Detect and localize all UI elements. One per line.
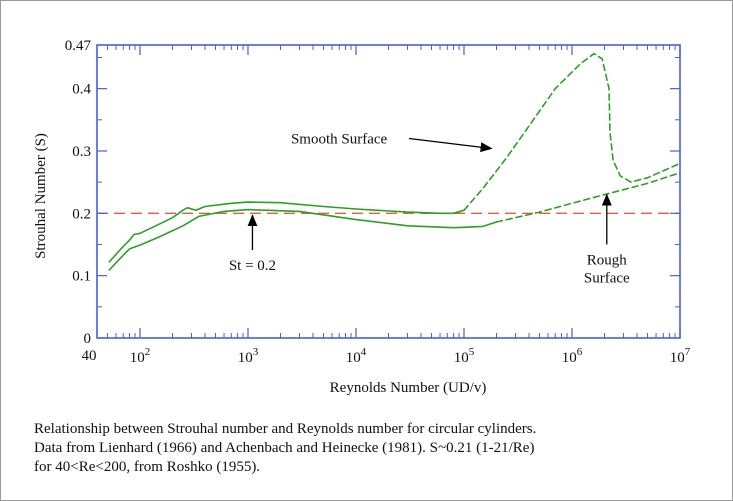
- annotation-arrow-1: [408, 137, 493, 153]
- caption-line-3: for 40<Re<200, from Roshko (1955).: [34, 459, 261, 475]
- x-tick-label: 103: [238, 346, 259, 366]
- caption-line-2: Data from Lienhard (1966) and Achenbach …: [34, 440, 535, 456]
- y-tick-label: 0: [84, 331, 92, 347]
- annotation-label-2: St = 0.2: [229, 258, 276, 274]
- x-tick-label: 104: [346, 346, 367, 366]
- y-tick-label: 0.2: [72, 206, 91, 222]
- annotation-label-1: Smooth Surface: [291, 131, 388, 147]
- x-tick-label: 107: [670, 346, 691, 366]
- series-line-3: [108, 208, 498, 271]
- plot-frame: [96, 44, 681, 339]
- x-tick-label: 102: [130, 346, 151, 366]
- caption-line-1: Relationship between Strouhal number and…: [34, 421, 537, 437]
- y-axis-label: Strouhal Number (S): [33, 133, 49, 259]
- x-tick-label: 105: [454, 346, 475, 366]
- x-axis-label: Reynolds Number (UD/v): [330, 380, 487, 396]
- y-tick-label: 0.47: [65, 38, 92, 54]
- figure-caption: Relationship between Strouhal number and…: [34, 420, 714, 477]
- series-line-2: [463, 52, 681, 211]
- x-tick-label: 106: [562, 346, 583, 366]
- chart: 40 102 103 104 105 106 107 0 0.1 0.2 0.3 0.4 0.47 Sm…: [33, 38, 691, 396]
- annotation-label-3: Rough Surface: [584, 252, 630, 286]
- y-tick-label: 0.4: [72, 82, 91, 98]
- y-tick-label: 0.1: [72, 269, 91, 285]
- y-tick-label: 0.3: [72, 144, 91, 160]
- series-line-4: [495, 172, 681, 223]
- x-tick-label: 40: [82, 348, 97, 364]
- series-line-1: [108, 201, 465, 263]
